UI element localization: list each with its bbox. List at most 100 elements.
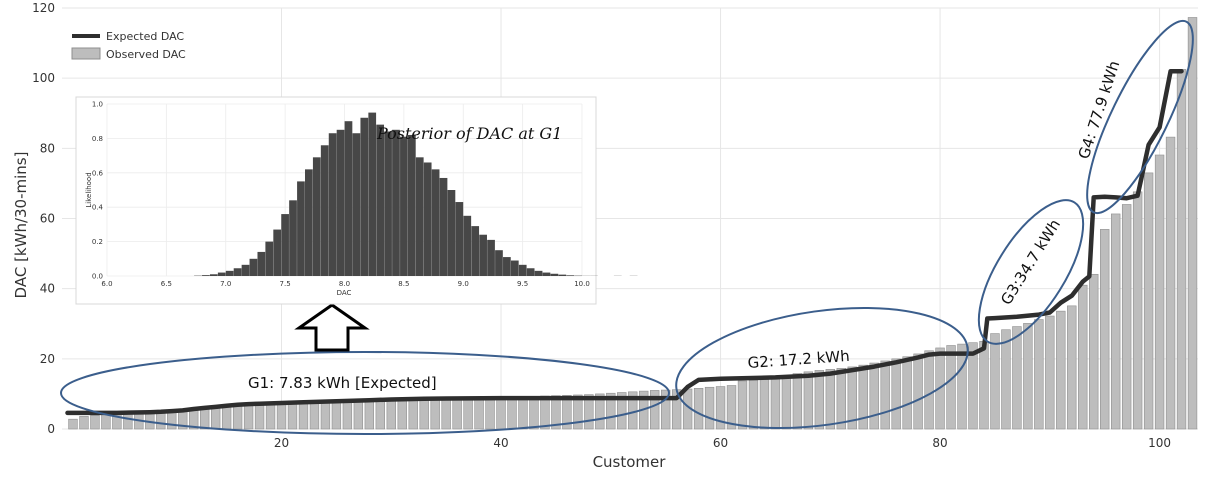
observed-dac-bar <box>990 333 1000 430</box>
observed-dac-bar <box>199 406 210 430</box>
observed-dac-bar <box>309 401 320 430</box>
posterior-bin <box>312 157 321 276</box>
posterior-bin <box>202 275 210 276</box>
posterior-bin <box>439 177 448 276</box>
observed-dac-bar <box>946 345 956 430</box>
group-label-g1: G1: 7.83 kWh [Expected] <box>248 374 437 392</box>
observed-dac-bar <box>1143 172 1154 430</box>
observed-dac-bar <box>858 364 868 430</box>
observed-dac-bar <box>210 406 221 430</box>
observed-dac-bar <box>430 399 440 430</box>
observed-dac-bars <box>68 17 1198 430</box>
inset-y-tick-label: 0.8 <box>92 135 103 143</box>
observed-dac-bar <box>353 400 364 430</box>
posterior-bin <box>550 273 559 276</box>
inset-x-tick-label: 10.0 <box>574 280 590 288</box>
observed-dac-bar <box>1154 154 1165 430</box>
observed-dac-bar <box>880 360 890 430</box>
posterior-bin <box>265 241 274 276</box>
axis-ticks: 0 20 40 60 80 100 120 20 40 60 80 100 <box>32 1 1171 450</box>
observed-dac-bar <box>320 401 331 430</box>
posterior-bin <box>479 234 487 276</box>
inset-y-tick-label: 0.0 <box>92 273 103 281</box>
posterior-bin <box>249 258 258 276</box>
posterior-bin <box>400 136 408 276</box>
legend-label-expected: Expected DAC <box>106 30 184 43</box>
inset-x-tick-label: 7.0 <box>220 280 231 288</box>
posterior-bin <box>431 169 440 276</box>
inset-y-tick-label: 0.6 <box>92 169 104 177</box>
posterior-bin <box>487 239 495 276</box>
posterior-bin <box>273 229 282 276</box>
observed-dac-bar <box>551 395 561 430</box>
observed-dac-bar <box>1023 323 1033 430</box>
observed-dac-bar <box>1034 319 1044 430</box>
x-axis-label: Customer <box>593 453 667 471</box>
observed-dac-bar <box>276 402 287 430</box>
observed-dac-bar <box>968 342 978 430</box>
x-tick-label: 40 <box>493 436 508 450</box>
posterior-bin <box>455 202 464 276</box>
posterior-bin <box>503 257 511 276</box>
posterior-bin <box>209 274 218 276</box>
expected-dac-line-layer <box>65 68 1184 416</box>
posterior-bin <box>320 145 329 276</box>
inset-axis-ticks: 0.0 0.2 0.4 0.6 0.8 1.0 6.0 6.5 7.0 7.5 8.0 8.5 9.0 9… <box>92 101 590 289</box>
observed-dac-bar <box>342 400 353 430</box>
observed-dac-bar <box>748 379 759 430</box>
inset-x-tick-label: 6.0 <box>101 280 112 288</box>
inset-x-tick-label: 9.0 <box>458 280 469 288</box>
observed-dac-bar <box>1100 229 1110 430</box>
observed-dac-bar <box>496 397 506 430</box>
observed-dac-bar <box>265 403 276 430</box>
observed-dac-bar <box>979 340 989 430</box>
observed-dac-bar <box>298 402 309 430</box>
posterior-bin <box>225 270 234 276</box>
observed-dac-bar <box>1078 284 1088 430</box>
posterior-bin <box>447 190 456 276</box>
observed-dac-bar <box>814 370 825 430</box>
observed-dac-bar <box>1045 315 1055 430</box>
observed-dac-bar <box>375 400 385 430</box>
posterior-bin <box>558 274 567 276</box>
observed-dac-bar <box>562 395 572 430</box>
posterior-bin <box>257 251 266 276</box>
y-tick-label: 120 <box>32 1 55 15</box>
observed-dac-bar <box>243 404 254 430</box>
observed-dac-bar <box>408 399 418 430</box>
posterior-bin <box>305 169 313 276</box>
y-tick-label: 20 <box>40 352 55 366</box>
y-tick-label: 80 <box>40 141 55 155</box>
observed-dac-bar <box>792 373 803 430</box>
observed-dac-bar <box>803 371 814 430</box>
observed-dac-bar <box>660 389 671 430</box>
observed-dac-bar <box>825 369 835 430</box>
inset-y-tick-label: 0.2 <box>92 238 103 246</box>
observed-dac-bar <box>419 399 429 430</box>
inset-y-axis-label: Likelihood <box>85 172 93 207</box>
posterior-bin <box>510 260 519 276</box>
posterior-bin <box>526 268 535 276</box>
inset-x-tick-label: 7.5 <box>280 280 291 288</box>
posterior-bin <box>495 250 503 276</box>
observed-dac-bar <box>1001 329 1011 430</box>
y-axis-label: DAC [kWh/30-mins] <box>12 152 30 299</box>
posterior-histogram <box>194 112 638 276</box>
observed-dac-bar <box>902 356 912 430</box>
observed-dac-bar <box>518 396 528 430</box>
observed-dac-bar <box>1012 326 1022 430</box>
observed-dac-bar <box>254 403 265 430</box>
legend-bar-swatch <box>71 47 101 60</box>
posterior-bin <box>289 200 297 276</box>
observed-dac-bar <box>221 405 232 430</box>
observed-dac-bar <box>781 375 792 430</box>
observed-dac-bar <box>869 362 879 430</box>
observed-dac-bar <box>1056 310 1066 430</box>
observed-dac-bar <box>452 398 462 430</box>
posterior-bin <box>336 129 345 276</box>
y-tick-label: 100 <box>32 71 55 85</box>
observed-dac-bar <box>1089 273 1099 430</box>
posterior-bin <box>233 268 242 276</box>
observed-dac-bar <box>650 390 660 430</box>
posterior-bin <box>344 121 353 276</box>
